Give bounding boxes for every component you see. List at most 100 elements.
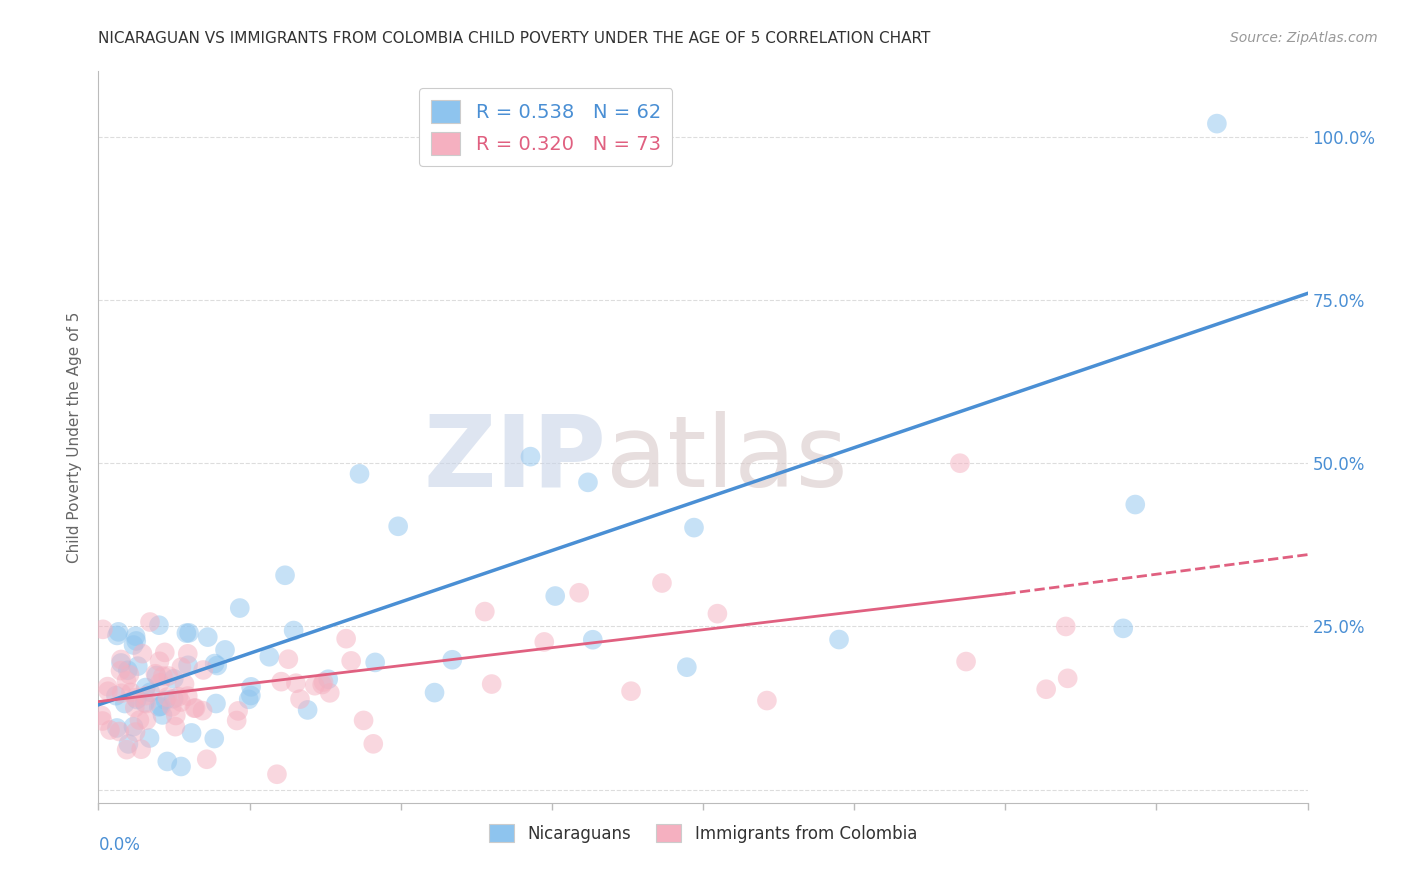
Point <box>349 467 371 481</box>
Point <box>544 589 567 603</box>
Point <box>148 618 170 632</box>
Y-axis label: Child Poverty Under the Age of 5: Child Poverty Under the Age of 5 <box>67 311 83 563</box>
Point <box>274 568 297 582</box>
Point <box>104 689 127 703</box>
Point <box>167 690 190 704</box>
Point <box>259 649 281 664</box>
Point <box>266 767 288 781</box>
Point <box>110 686 132 700</box>
Point <box>955 655 977 669</box>
Point <box>353 714 375 728</box>
Point <box>138 731 160 745</box>
Point <box>177 689 200 703</box>
Point <box>706 607 728 621</box>
Point <box>110 652 132 666</box>
Text: atlas: atlas <box>606 410 848 508</box>
Point <box>135 697 157 711</box>
Point <box>127 659 149 673</box>
Point <box>240 680 263 694</box>
Point <box>335 632 357 646</box>
Point <box>128 713 150 727</box>
Point <box>156 755 179 769</box>
Point <box>117 663 139 677</box>
Point <box>177 658 200 673</box>
Point <box>90 708 112 723</box>
Point <box>135 713 157 727</box>
Point <box>97 684 120 698</box>
Point <box>1206 117 1229 131</box>
Point <box>755 693 778 707</box>
Point <box>184 701 207 715</box>
Point <box>226 704 249 718</box>
Point <box>576 475 599 490</box>
Point <box>191 704 214 718</box>
Point <box>170 695 193 709</box>
Point <box>105 628 128 642</box>
Point <box>125 634 148 648</box>
Point <box>122 638 145 652</box>
Point <box>304 679 326 693</box>
Point <box>124 700 146 714</box>
Point <box>148 699 170 714</box>
Point <box>108 724 131 739</box>
Point <box>170 660 193 674</box>
Point <box>165 708 187 723</box>
Point <box>145 666 167 681</box>
Point <box>176 626 198 640</box>
Text: 0.0%: 0.0% <box>98 836 141 854</box>
Point <box>676 660 699 674</box>
Point <box>110 656 132 670</box>
Point <box>129 742 152 756</box>
Point <box>364 656 387 670</box>
Point <box>122 720 145 734</box>
Point <box>124 725 146 739</box>
Point <box>481 677 503 691</box>
Point <box>195 752 218 766</box>
Point <box>361 737 384 751</box>
Point <box>193 663 215 677</box>
Point <box>283 624 305 638</box>
Point <box>277 652 299 666</box>
Point <box>153 645 176 659</box>
Point <box>620 684 643 698</box>
Point <box>214 643 236 657</box>
Point <box>91 623 114 637</box>
Point <box>177 625 200 640</box>
Point <box>1054 619 1077 633</box>
Point <box>152 669 174 683</box>
Point <box>311 677 333 691</box>
Point <box>180 726 202 740</box>
Point <box>1035 682 1057 697</box>
Point <box>135 689 157 703</box>
Point <box>651 576 673 591</box>
Point <box>98 723 121 737</box>
Point <box>288 692 311 706</box>
Point <box>177 647 200 661</box>
Point <box>683 520 706 534</box>
Point <box>423 685 446 699</box>
Point <box>582 632 605 647</box>
Point <box>225 714 247 728</box>
Point <box>284 676 307 690</box>
Point <box>183 701 205 715</box>
Point <box>229 601 252 615</box>
Point <box>316 672 339 686</box>
Point <box>124 690 146 705</box>
Point <box>319 686 342 700</box>
Point <box>173 677 195 691</box>
Point <box>533 635 555 649</box>
Point <box>238 692 260 706</box>
Point <box>118 667 141 681</box>
Point <box>312 675 335 690</box>
Point <box>202 731 225 746</box>
Point <box>97 680 120 694</box>
Point <box>107 624 129 639</box>
Point <box>568 586 591 600</box>
Point <box>152 707 174 722</box>
Point <box>165 720 187 734</box>
Point <box>110 664 132 678</box>
Point <box>148 654 170 668</box>
Text: NICARAGUAN VS IMMIGRANTS FROM COLOMBIA CHILD POVERTY UNDER THE AGE OF 5 CORRELAT: NICARAGUAN VS IMMIGRANTS FROM COLOMBIA C… <box>98 31 931 46</box>
Point <box>105 721 128 735</box>
Text: ZIP: ZIP <box>423 410 606 508</box>
